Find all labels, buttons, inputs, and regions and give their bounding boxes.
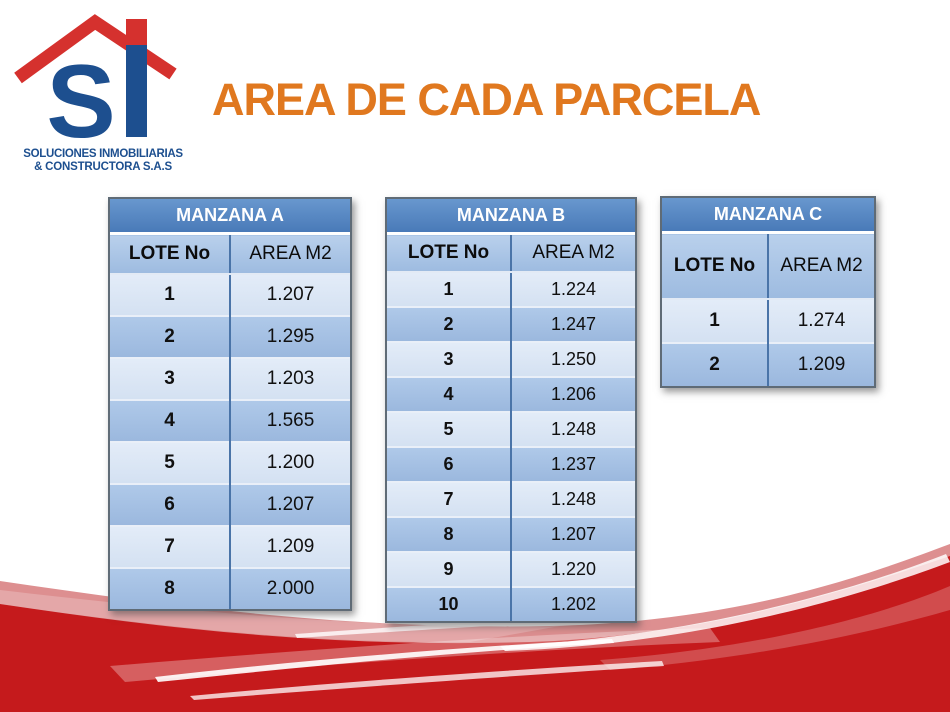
table-row: 7 1.209 [110,525,350,568]
logo-monogram-s: S [46,44,115,160]
lote-cell: 7 [387,481,512,517]
table-title: MANZANA B [387,199,635,235]
lote-cell: 6 [110,483,231,526]
table-row: 3 1.250 [387,341,635,377]
area-cell: 1.203 [230,357,350,400]
table-title: MANZANA C [662,198,874,234]
area-cell: 1.207 [511,516,635,552]
area-cell: 1.224 [511,271,635,307]
page-title: AREA DE CADA PARCELA [212,74,761,125]
table-title: MANZANA A [110,199,350,235]
table-row: 9 1.220 [387,551,635,587]
parcel-table: MANZANA B LOTE No AREA M2 1 1.224 2 1.247 3 1.25… [387,199,635,621]
lote-cell: 1 [387,271,512,307]
lote-cell: 4 [387,376,512,412]
manzana-a-table: MANZANA A LOTE No AREA M2 1 1.207 2 1.295 3 1.20… [108,197,352,611]
column-header-area: AREA M2 [511,233,635,273]
table-row: 1 1.207 [110,273,350,316]
lote-cell: 10 [387,586,512,621]
area-cell: 1.209 [768,342,874,386]
lote-cell: 4 [110,399,231,442]
table-row: 4 1.206 [387,376,635,412]
lote-cell: 2 [662,342,769,386]
table-row: 7 1.248 [387,481,635,517]
manzana-c-table: MANZANA C LOTE No AREA M2 1 1.274 2 1.209 [660,196,876,388]
logo-company-line2: & CONSTRUCTORA S.A.S [34,161,172,173]
table-row: 1 1.224 [387,271,635,307]
table-row: 2 1.247 [387,306,635,342]
table-row: 10 1.202 [387,586,635,621]
lote-cell: 3 [387,341,512,377]
table-row: 1 1.274 [662,298,874,343]
logo-monogram-i [126,45,147,137]
lote-cell: 1 [662,298,769,343]
table-row: 2 1.295 [110,315,350,358]
table-row: 6 1.207 [110,483,350,526]
lote-cell: 5 [387,411,512,447]
lote-cell: 5 [110,441,231,484]
wave-streak-2 [190,661,664,700]
lote-cell: 8 [110,567,231,609]
area-cell: 1.295 [230,315,350,358]
table-row: 2 1.209 [662,342,874,386]
table-row: 5 1.248 [387,411,635,447]
area-cell: 1.248 [511,481,635,517]
area-cell: 2.000 [230,567,350,609]
table-row: 4 1.565 [110,399,350,442]
parcel-table: MANZANA C LOTE No AREA M2 1 1.274 2 1.209 [662,198,874,386]
table-row: 5 1.200 [110,441,350,484]
area-cell: 1.237 [511,446,635,482]
parcel-table: MANZANA A LOTE No AREA M2 1 1.207 2 1.295 3 1.20… [110,199,350,609]
lote-cell: 3 [110,357,231,400]
column-header-lote: LOTE No [662,232,769,300]
logo-company-line1: SOLUCIONES INMOBILIARIAS [23,148,183,160]
area-cell: 1.206 [511,376,635,412]
table-row: 6 1.237 [387,446,635,482]
area-cell: 1.248 [511,411,635,447]
area-cell: 1.247 [511,306,635,342]
lote-cell: 8 [387,516,512,552]
area-cell: 1.220 [511,551,635,587]
area-cell: 1.565 [230,399,350,442]
lote-cell: 2 [387,306,512,342]
area-cell: 1.200 [230,441,350,484]
area-cell: 1.250 [511,341,635,377]
column-header-area: AREA M2 [768,232,874,300]
column-header-lote: LOTE No [110,233,231,275]
wave-swash-right [600,586,950,670]
area-cell: 1.207 [230,483,350,526]
manzana-b-table: MANZANA B LOTE No AREA M2 1 1.224 2 1.247 3 1.25… [385,197,637,623]
lote-cell: 6 [387,446,512,482]
lote-cell: 9 [387,551,512,587]
lote-cell: 7 [110,525,231,568]
table-row: 8 2.000 [110,567,350,609]
table-row: 3 1.203 [110,357,350,400]
wave-streak-1 [155,639,614,682]
area-cell: 1.207 [230,273,350,316]
company-logo: S SOLUCIONES INMOBILIARIAS & CONSTRUCTOR… [14,14,184,173]
area-cell: 1.274 [768,298,874,343]
table-row: 8 1.207 [387,516,635,552]
area-cell: 1.209 [230,525,350,568]
lote-cell: 1 [110,273,231,316]
lote-cell: 2 [110,315,231,358]
column-header-area: AREA M2 [230,233,350,275]
column-header-lote: LOTE No [387,233,512,273]
bottom-wave-decoration [0,544,950,712]
area-cell: 1.202 [511,586,635,621]
